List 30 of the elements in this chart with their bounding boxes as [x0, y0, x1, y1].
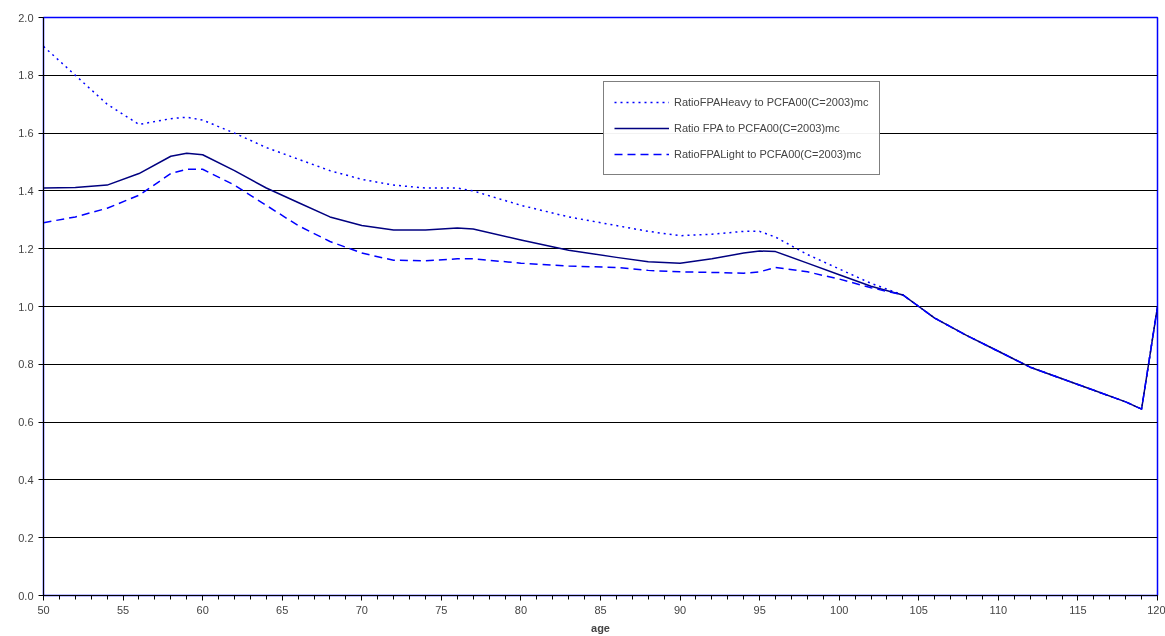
x-tick-label: 60: [196, 603, 209, 616]
y-tick-label: 1.6: [18, 127, 34, 140]
y-tick-label: 1.0: [18, 300, 34, 313]
legend-label: RatioFPALight to PCFA00(C=2003)mc: [674, 148, 862, 160]
x-tick-label: 80: [514, 603, 528, 616]
x-tick-label: 65: [276, 603, 289, 616]
y-tick-label: 0.0: [18, 589, 34, 602]
x-tick-label: 100: [830, 603, 849, 616]
legend-label: RatioFPAHeavy to PCFA00(C=2003)mc: [674, 96, 869, 108]
legend-label: Ratio FPA to PCFA00(C=2003)mc: [674, 122, 840, 134]
y-tick-label: 0.4: [18, 473, 34, 486]
y-tick-label: 0.2: [18, 531, 34, 544]
x-tick-label: 115: [1069, 603, 1087, 616]
x-tick-label: 50: [37, 603, 50, 616]
x-tick-label: 70: [355, 603, 368, 616]
x-tick-label: 95: [753, 603, 766, 616]
x-tick-label: 105: [909, 603, 928, 616]
x-tick-label: 85: [594, 603, 607, 616]
x-tick-label: 110: [989, 603, 1008, 616]
y-tick-label: 0.8: [18, 358, 34, 371]
x-tick-label: 90: [673, 603, 687, 616]
x-axis-title: age: [591, 621, 610, 634]
y-tick-label: 1.8: [18, 69, 34, 82]
y-tick-label: 1.2: [18, 242, 34, 255]
y-tick-label: 2.0: [18, 11, 34, 24]
x-tick-label: 75: [435, 603, 448, 616]
x-tick-label: 55: [116, 603, 130, 616]
y-tick-label: 1.4: [18, 184, 34, 197]
x-tick-label: 120: [1147, 603, 1165, 616]
y-tick-label: 0.6: [18, 416, 34, 429]
